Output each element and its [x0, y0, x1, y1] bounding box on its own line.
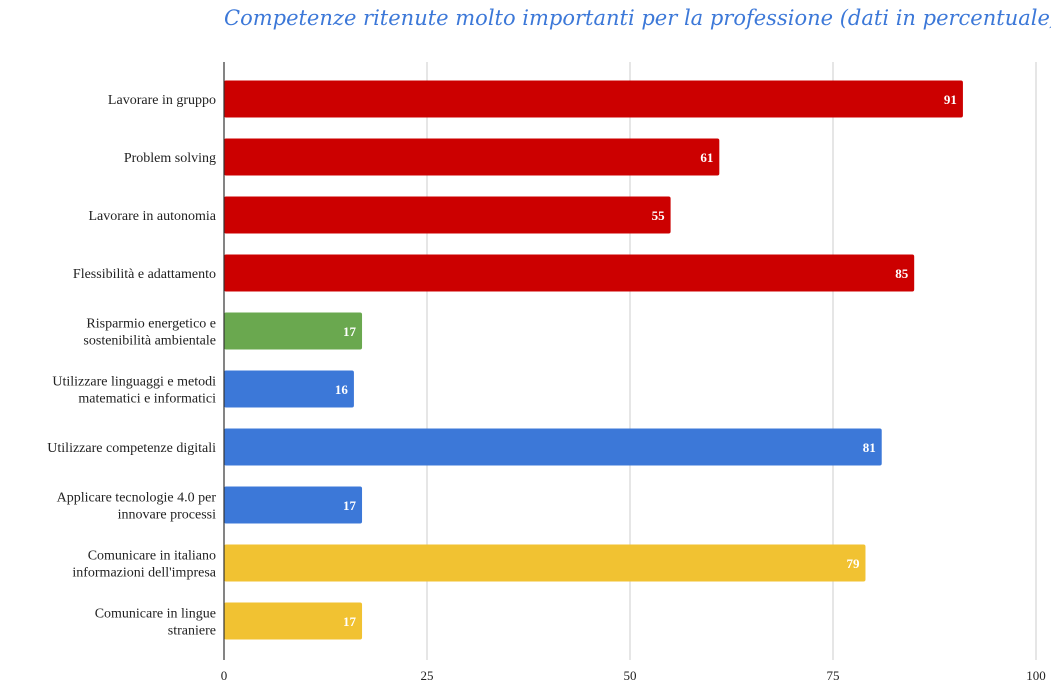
x-tick-label: 0 [221, 668, 228, 683]
category-label: Lavorare in autonomia [88, 209, 216, 224]
bar [224, 428, 882, 466]
bar-value-label: 81 [863, 440, 876, 455]
bar-value-label: 85 [895, 266, 909, 281]
bar [224, 486, 363, 524]
category-label: Applicare tecnologie 4.0 per innovare pro… [57, 491, 217, 523]
bar-value-label: 17 [343, 498, 357, 513]
bar [224, 602, 363, 640]
category-label: Problem solving [124, 151, 216, 166]
x-tick-label: 100 [1026, 668, 1046, 683]
bar-value-label: 16 [335, 382, 349, 397]
x-tick-label: 50 [624, 668, 637, 683]
labels: 0 25 50 75 100 91 Lavorare in gruppo 61 Problem … [47, 92, 1045, 683]
bar-value-label: 17 [343, 614, 357, 629]
bar-value-label: 55 [652, 208, 666, 223]
category-label: Comunicare in italiano informazioni dell'… [72, 549, 216, 581]
bar-value-label: 79 [846, 556, 860, 571]
bar [224, 80, 963, 118]
bar-value-label: 17 [343, 324, 357, 339]
bar-value-label: 91 [944, 92, 957, 107]
bar [224, 370, 354, 408]
category-label: Utilizzare competenze digitali [47, 441, 216, 456]
bar-value-label: 61 [700, 150, 713, 165]
bar [224, 544, 866, 582]
bar [224, 138, 720, 176]
category-label: Lavorare in gruppo [108, 93, 216, 108]
category-label: Utilizzare linguaggi e metodi matematici … [52, 375, 216, 407]
bar [224, 254, 915, 292]
bar [224, 312, 363, 350]
category-label: Comunicare in lingue straniere [95, 607, 216, 639]
x-tick-label: 25 [421, 668, 434, 683]
x-tick-label: 75 [827, 668, 840, 683]
category-label: Flessibilità e adattamento [73, 267, 216, 282]
chart-title: Competenze ritenute molto importanti per… [224, 6, 1051, 30]
category-label: Risparmio energetico e sostenibilità ambi… [83, 317, 216, 349]
bar [224, 196, 671, 234]
bars [224, 80, 963, 640]
